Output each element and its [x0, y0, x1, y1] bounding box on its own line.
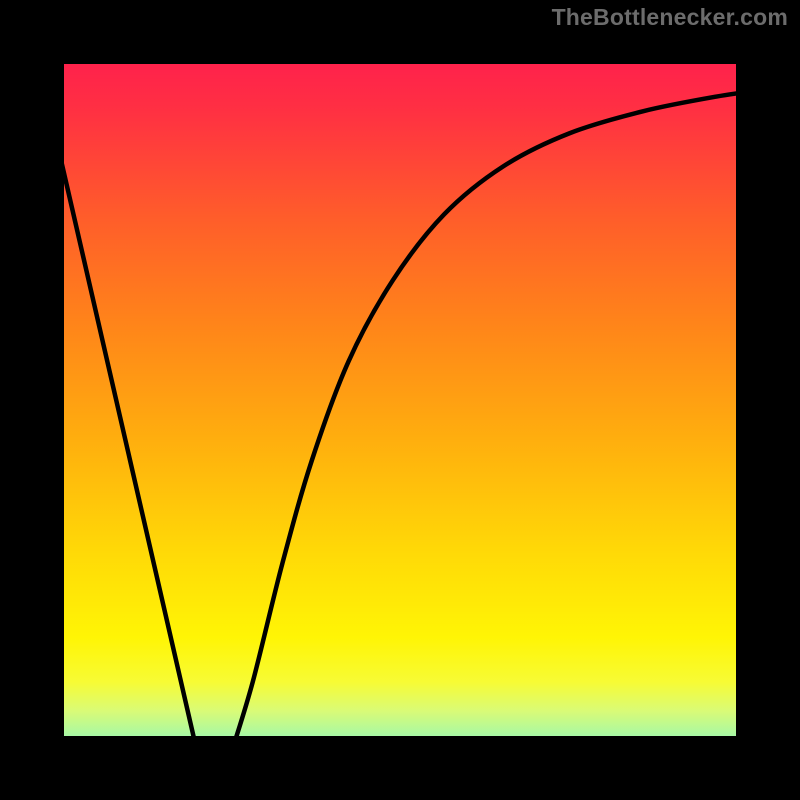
gradient-background: [32, 34, 768, 770]
chart-svg: [0, 0, 800, 800]
chart-root: TheBottlenecker.com: [0, 0, 800, 800]
watermark-text: TheBottlenecker.com: [552, 4, 788, 31]
